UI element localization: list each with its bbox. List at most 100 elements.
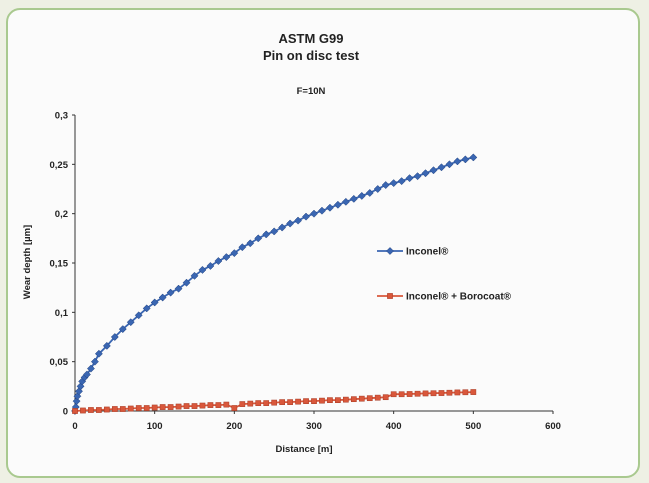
data-point <box>183 403 190 409</box>
y-tick-label: 0,25 <box>50 160 69 171</box>
data-point <box>303 398 309 404</box>
data-point <box>82 370 91 379</box>
data-point <box>343 396 349 403</box>
data-point <box>80 407 86 414</box>
legend-item: Inconel® + Borocoat® <box>377 292 512 303</box>
legend-label: Inconel® + Borocoat® <box>406 292 512 303</box>
data-point <box>254 234 263 243</box>
data-point <box>430 390 437 397</box>
data-point <box>158 293 167 302</box>
data-point <box>111 406 118 412</box>
data-point <box>389 179 398 188</box>
legend-label: Inconel® <box>406 247 449 258</box>
data-point <box>118 325 127 334</box>
data-point <box>166 288 175 297</box>
x-tick-label: 600 <box>545 421 561 432</box>
data-point <box>373 185 382 193</box>
data-point <box>230 249 239 258</box>
legend-item: Inconel® <box>377 247 449 258</box>
data-point <box>104 406 110 413</box>
series-layer <box>71 153 478 415</box>
chart-title: ASTM G99 <box>278 31 343 46</box>
data-point <box>358 395 365 402</box>
data-point <box>462 389 469 396</box>
data-point <box>310 209 318 218</box>
data-point <box>72 397 81 406</box>
data-point <box>270 227 279 236</box>
data-point <box>143 405 150 411</box>
data-point <box>94 349 103 358</box>
data-point <box>182 278 191 287</box>
data-point <box>318 206 326 215</box>
data-point <box>325 203 334 212</box>
data-point <box>151 404 158 411</box>
data-point <box>110 333 119 341</box>
data-point <box>454 389 461 396</box>
y-axis-label: Wear depth [µm] <box>22 225 33 299</box>
data-point <box>159 404 166 410</box>
data-point <box>222 253 231 262</box>
x-tick-label: 200 <box>226 421 242 432</box>
data-point <box>422 390 429 397</box>
data-point <box>335 397 341 403</box>
data-point <box>461 155 470 164</box>
data-point <box>327 397 333 403</box>
data-point <box>446 389 453 396</box>
data-point <box>429 166 438 175</box>
data-point <box>357 191 366 200</box>
data-point <box>239 401 246 407</box>
data-point <box>470 389 477 395</box>
data-point <box>206 262 215 270</box>
data-point <box>223 401 230 408</box>
data-point <box>231 405 238 411</box>
legend-marker <box>387 293 393 299</box>
data-point <box>445 160 454 169</box>
series-1 <box>71 153 478 415</box>
data-point <box>453 157 462 166</box>
series-2 <box>72 389 477 414</box>
data-point <box>438 390 445 396</box>
chart-subtitle: Pin on disc test <box>263 48 360 63</box>
data-point <box>382 394 389 401</box>
data-point <box>102 341 111 350</box>
data-point <box>398 391 405 398</box>
x-tick-label: 0 <box>72 421 77 432</box>
y-tick-label: 0,05 <box>50 357 69 368</box>
y-tick-label: 0,3 <box>55 111 68 122</box>
y-tick-label: 0,15 <box>50 259 69 270</box>
data-point <box>263 400 270 406</box>
data-point <box>381 181 390 190</box>
data-point <box>287 399 293 405</box>
data-point <box>191 403 198 409</box>
data-point <box>278 223 287 232</box>
data-point <box>374 394 381 401</box>
data-point <box>247 400 254 407</box>
x-tick-label: 400 <box>386 421 402 432</box>
data-point <box>76 382 85 391</box>
data-point <box>86 364 95 373</box>
data-point <box>349 194 358 203</box>
data-point <box>126 318 135 327</box>
x-tick-label: 100 <box>147 421 163 432</box>
x-tick-label: 300 <box>306 421 322 432</box>
data-point <box>295 398 301 405</box>
data-point <box>350 396 357 403</box>
data-point <box>238 243 247 252</box>
data-point <box>255 400 262 406</box>
series-line <box>74 156 474 412</box>
data-point <box>175 403 182 410</box>
data-point <box>167 404 174 410</box>
data-point <box>341 197 350 206</box>
data-point <box>198 265 207 274</box>
data-point <box>90 357 99 366</box>
legend: Inconel® Inconel® + Borocoat® <box>377 247 512 303</box>
data-point <box>214 257 223 265</box>
data-point <box>207 402 214 408</box>
data-point <box>311 398 317 404</box>
data-point <box>72 408 78 414</box>
data-point <box>414 390 421 397</box>
data-point <box>262 230 271 239</box>
data-point <box>390 391 397 398</box>
data-point <box>294 216 303 225</box>
data-point <box>397 177 406 186</box>
